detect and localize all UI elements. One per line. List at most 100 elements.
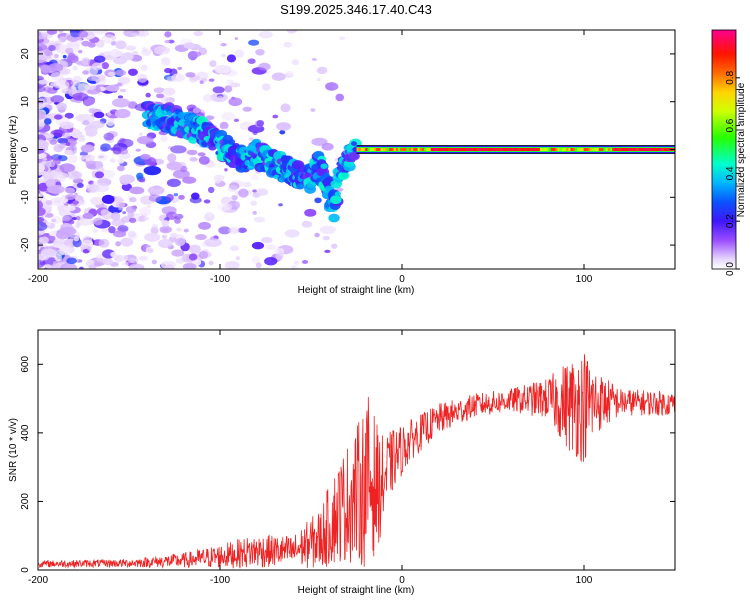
spectrogram-noise-blob xyxy=(237,227,247,233)
spectrogram-noise-blob xyxy=(127,258,136,264)
spectrogram-noise-blob xyxy=(100,143,111,152)
spectrogram-ridge-blob xyxy=(350,141,358,146)
spectrogram-noise-blob xyxy=(188,253,198,261)
spectrogram-noise-blob xyxy=(173,193,179,197)
spectrogram-noise-blob xyxy=(128,197,137,203)
spectrogram-noise-blob xyxy=(311,137,328,147)
spectrogram-noise-blob xyxy=(212,86,225,94)
spectrogram-band-cell xyxy=(419,148,423,151)
spectrogram-noise-blob xyxy=(53,238,66,246)
spectrogram-noise-blob xyxy=(286,30,297,34)
spectrogram-noise-blob xyxy=(53,80,70,89)
spectrogram-noise-blob xyxy=(203,199,211,204)
spectrogram-noise-blob xyxy=(253,216,266,223)
spectrogram-noise-blob xyxy=(151,224,159,228)
spectrogram-noise-blob xyxy=(160,57,171,66)
spectrogram-noise-blob xyxy=(258,62,271,71)
spectrogram-noise-blob xyxy=(228,97,243,107)
snr-x-tick-label: 100 xyxy=(576,575,593,586)
spectrogram-noise-blob xyxy=(78,218,94,226)
spectrogram-noise-blob xyxy=(145,92,151,98)
spectrogram-band-cell xyxy=(483,148,486,151)
spectrogram-noise-blob xyxy=(203,94,213,103)
spectrogram-ridge-blob xyxy=(330,195,342,205)
spectrogram-noise-blob xyxy=(198,250,209,260)
spectrogram-noise-blob xyxy=(192,107,201,114)
spectrogram-noise-blob xyxy=(131,50,139,56)
spectrogram-band-cell xyxy=(640,148,643,151)
spectrogram-noise-blob xyxy=(171,73,185,82)
spectrogram-noise-blob xyxy=(324,249,331,253)
spectrogram-noise-blob xyxy=(64,149,74,155)
spectrogram-band-cell xyxy=(533,148,536,151)
snr-series-line xyxy=(38,354,675,569)
spectrogram-noise-blob xyxy=(55,172,68,180)
colorbar-tick-label: 0.0 xyxy=(725,262,736,276)
spectrogram-noise-blob xyxy=(159,225,172,234)
spectrogram-noise-blob xyxy=(316,66,328,75)
spectrogram-noise-blob xyxy=(174,218,181,224)
snr-y-tick-label: 600 xyxy=(20,356,31,373)
spectrogram-noise-blob xyxy=(291,59,299,66)
spectrogram-noise-blob xyxy=(207,212,213,217)
spectrogram-noise-blob xyxy=(136,135,154,145)
spectrogram-band-cell xyxy=(622,148,626,151)
spectrogram-band-cell xyxy=(406,148,410,151)
colorbar-gradient xyxy=(711,29,737,270)
spectrogram-noise-blob xyxy=(38,110,46,120)
spectrogram-noise-blob xyxy=(59,68,71,75)
spectrogram-noise-blob xyxy=(128,263,145,269)
spectrogram-noise-blob xyxy=(113,230,127,238)
spectrogram-y-ticks: -20 -10 0 10 20 xyxy=(20,48,675,252)
spectrogram-noise-blob xyxy=(101,194,115,204)
spectrogram-noise-blob xyxy=(50,170,59,179)
spectrogram-band-cell xyxy=(559,148,562,151)
spectrogram-noise-blob xyxy=(58,30,64,33)
spectrogram-noise-blob xyxy=(68,154,78,163)
spectrogram-noise-blob xyxy=(121,261,129,267)
spectrogram-noise-blob xyxy=(172,213,179,217)
spectrogram-ridge-blob xyxy=(334,191,342,197)
spectrogram-band-cell xyxy=(625,148,628,151)
spectrogram-band-cell xyxy=(649,148,652,151)
spectrogram-noise-blob xyxy=(63,187,75,194)
spectrogram-band-cell xyxy=(616,148,619,151)
spectrogram-band-cell xyxy=(496,148,499,151)
spectrogram-noise-blob xyxy=(121,183,132,191)
spectrogram-noise-blob xyxy=(58,144,67,149)
spectrogram-noise-blob xyxy=(46,184,65,194)
spectrogram-band-cell xyxy=(487,148,490,151)
spectrogram-band-cell xyxy=(356,148,359,151)
spectrogram-band-cell xyxy=(526,148,530,151)
spectrogram-noise-blob xyxy=(43,102,49,106)
spectrogram-noise-blob xyxy=(293,260,300,265)
spectrogram-noise-blob xyxy=(88,107,96,114)
spectrogram-band-cell xyxy=(629,148,632,151)
spectrogram-band-cell xyxy=(491,148,495,151)
spectrogram-band-cell xyxy=(631,148,634,151)
spectrogram-noise-blob xyxy=(62,54,67,59)
spectrogram-y-tick-label: -10 xyxy=(20,190,31,205)
spectrogram-noise-blob xyxy=(291,265,298,269)
spectrogram-noise-blob xyxy=(82,70,89,75)
spectrogram-band-cell xyxy=(384,148,388,151)
spectrogram-band-cell xyxy=(373,148,377,151)
spectrogram-noise-blob xyxy=(115,241,122,247)
spectrogram-noise-blob xyxy=(151,259,157,265)
spectrogram-noise-blob xyxy=(93,111,105,119)
spectrogram-noise-blob xyxy=(170,145,187,154)
spectrogram-noise-blob xyxy=(70,79,81,86)
spectrogram-band-cell xyxy=(585,148,589,151)
spectrogram-noise-blob xyxy=(283,41,293,48)
spectrogram-band-cell xyxy=(467,148,471,151)
spectrogram-noise-blob xyxy=(314,232,320,238)
spectrogram-band-cell xyxy=(470,148,473,151)
spectrogram-band-cell xyxy=(426,148,429,151)
spectrogram-noise-blob xyxy=(153,87,165,94)
spectrogram-band-cell xyxy=(566,148,569,151)
spectrogram-noise-blob xyxy=(301,259,309,264)
spectrogram-noise-blob xyxy=(242,106,252,112)
spectrogram-noise-blob xyxy=(248,137,254,141)
spectrogram-noise-blob xyxy=(177,66,183,70)
spectrogram-band-cell xyxy=(563,148,567,151)
